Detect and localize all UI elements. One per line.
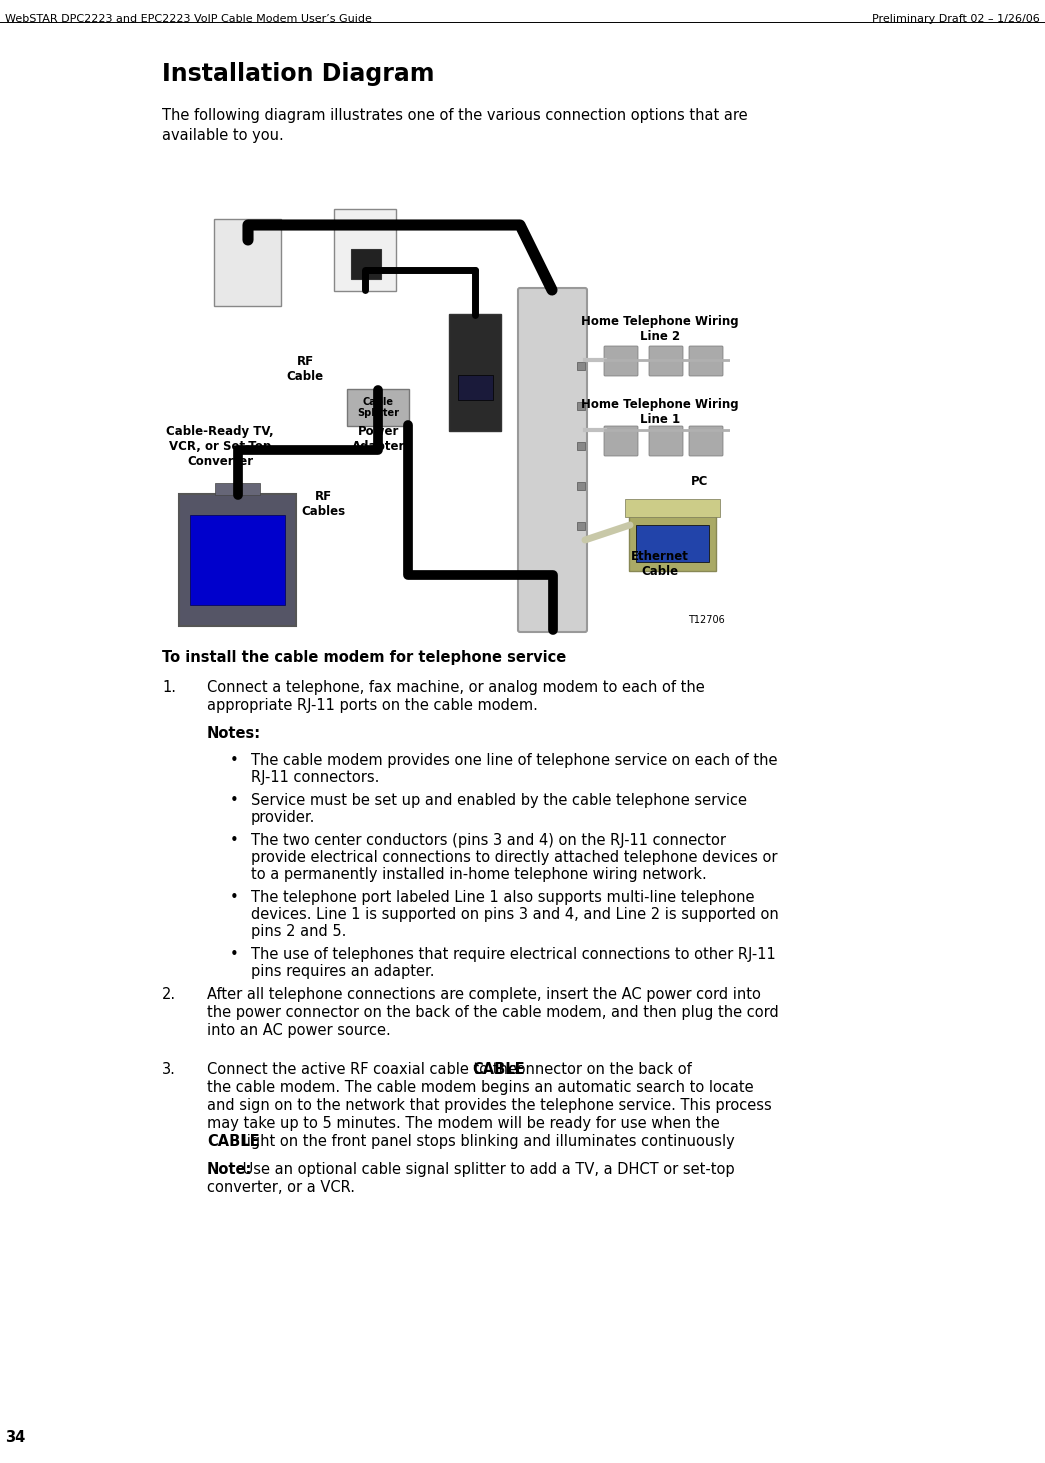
- FancyBboxPatch shape: [689, 347, 723, 376]
- Text: Connect a telephone, fax machine, or analog modem to each of the: Connect a telephone, fax machine, or ana…: [207, 680, 704, 695]
- Text: WebSTAR DPC2223 and EPC2223 VoIP Cable Modem User’s Guide: WebSTAR DPC2223 and EPC2223 VoIP Cable M…: [5, 15, 372, 23]
- FancyBboxPatch shape: [577, 522, 585, 530]
- Text: Service must be set up and enabled by the cable telephone service: Service must be set up and enabled by th…: [251, 793, 747, 808]
- FancyBboxPatch shape: [458, 375, 493, 399]
- Text: The two center conductors (pins 3 and 4) on the RJ-11 connector: The two center conductors (pins 3 and 4)…: [251, 832, 726, 849]
- Text: pins requires an adapter.: pins requires an adapter.: [251, 964, 435, 979]
- Text: Use an optional cable signal splitter to add a TV, a DHCT or set-top: Use an optional cable signal splitter to…: [238, 1162, 735, 1178]
- FancyBboxPatch shape: [577, 361, 585, 370]
- Text: Installation Diagram: Installation Diagram: [162, 61, 435, 86]
- Text: •: •: [230, 832, 238, 849]
- Text: converter, or a VCR.: converter, or a VCR.: [207, 1181, 355, 1195]
- FancyBboxPatch shape: [179, 494, 296, 626]
- Text: Connect the active RF coaxial cable to the: Connect the active RF coaxial cable to t…: [207, 1062, 521, 1077]
- Text: connector on the back of: connector on the back of: [504, 1062, 692, 1077]
- Text: RF
Cables: RF Cables: [301, 490, 345, 518]
- Text: RJ-11 connectors.: RJ-11 connectors.: [251, 770, 379, 786]
- Text: light on the front panel stops blinking and illuminates continuously: light on the front panel stops blinking …: [238, 1134, 735, 1148]
- Text: 2.: 2.: [162, 988, 177, 1002]
- Text: Notes:: Notes:: [207, 726, 261, 740]
- Text: After all telephone connections are complete, insert the AC power cord into: After all telephone connections are comp…: [207, 988, 761, 1002]
- Text: To install the cable modem for telephone service: To install the cable modem for telephone…: [162, 650, 566, 666]
- Text: The use of telephones that require electrical connections to other RJ-11: The use of telephones that require elect…: [251, 947, 775, 963]
- Text: Note:: Note:: [207, 1162, 253, 1178]
- Text: to a permanently installed in-home telephone wiring network.: to a permanently installed in-home telep…: [251, 868, 706, 882]
- FancyBboxPatch shape: [604, 426, 638, 456]
- Text: available to you.: available to you.: [162, 127, 284, 143]
- Text: The following diagram illustrates one of the various connection options that are: The following diagram illustrates one of…: [162, 108, 747, 123]
- Text: pins 2 and 5.: pins 2 and 5.: [251, 925, 346, 939]
- FancyBboxPatch shape: [214, 219, 281, 306]
- Text: CABLE: CABLE: [207, 1134, 259, 1148]
- Text: CABLE: CABLE: [472, 1062, 526, 1077]
- Text: The telephone port labeled Line 1 also supports multi-line telephone: The telephone port labeled Line 1 also s…: [251, 890, 754, 906]
- FancyBboxPatch shape: [649, 347, 683, 376]
- Text: Ethernet
Cable: Ethernet Cable: [631, 550, 689, 578]
- Text: Power
Adapter: Power Adapter: [352, 424, 405, 454]
- Text: the cable modem. The cable modem begins an automatic search to locate: the cable modem. The cable modem begins …: [207, 1080, 753, 1094]
- Text: appropriate RJ-11 ports on the cable modem.: appropriate RJ-11 ports on the cable mod…: [207, 698, 538, 712]
- Text: Cable
Splitter: Cable Splitter: [357, 396, 399, 418]
- FancyBboxPatch shape: [577, 442, 585, 451]
- Text: provider.: provider.: [251, 811, 316, 825]
- FancyBboxPatch shape: [604, 347, 638, 376]
- Text: provide electrical connections to directly attached telephone devices or: provide electrical connections to direct…: [251, 850, 777, 865]
- FancyBboxPatch shape: [636, 525, 709, 562]
- FancyBboxPatch shape: [518, 288, 587, 632]
- Text: into an AC power source.: into an AC power source.: [207, 1023, 391, 1039]
- FancyBboxPatch shape: [190, 515, 285, 606]
- Text: may take up to 5 minutes. The modem will be ready for use when the: may take up to 5 minutes. The modem will…: [207, 1116, 720, 1131]
- Text: •: •: [230, 753, 238, 768]
- FancyBboxPatch shape: [629, 511, 716, 571]
- Text: 3.: 3.: [162, 1062, 176, 1077]
- FancyBboxPatch shape: [347, 389, 409, 426]
- Text: •: •: [230, 793, 238, 808]
- Text: RF
Cable: RF Cable: [286, 356, 324, 383]
- Text: T12706: T12706: [689, 614, 725, 625]
- Text: Home Telephone Wiring
Line 1: Home Telephone Wiring Line 1: [581, 398, 739, 426]
- Text: PC: PC: [692, 475, 709, 489]
- FancyBboxPatch shape: [577, 481, 585, 490]
- Text: •: •: [230, 947, 238, 963]
- Text: 34: 34: [5, 1429, 25, 1445]
- Text: Home Telephone Wiring
Line 2: Home Telephone Wiring Line 2: [581, 315, 739, 342]
- FancyBboxPatch shape: [215, 483, 260, 494]
- Text: The cable modem provides one line of telephone service on each of the: The cable modem provides one line of tel…: [251, 753, 777, 768]
- Text: Cable-Ready TV,
VCR, or Set-Top
Converter: Cable-Ready TV, VCR, or Set-Top Converte…: [166, 424, 274, 468]
- Text: devices. Line 1 is supported on pins 3 and 4, and Line 2 is supported on: devices. Line 1 is supported on pins 3 a…: [251, 907, 779, 922]
- FancyBboxPatch shape: [334, 209, 396, 291]
- FancyBboxPatch shape: [449, 315, 501, 432]
- FancyBboxPatch shape: [625, 499, 720, 516]
- Text: Preliminary Draft 02 – 1/26/06: Preliminary Draft 02 – 1/26/06: [873, 15, 1040, 23]
- Text: the power connector on the back of the cable modem, and then plug the cord: the power connector on the back of the c…: [207, 1005, 779, 1020]
- FancyBboxPatch shape: [351, 249, 381, 279]
- Text: 1.: 1.: [162, 680, 176, 695]
- Text: and sign on to the network that provides the telephone service. This process: and sign on to the network that provides…: [207, 1099, 772, 1113]
- FancyBboxPatch shape: [649, 426, 683, 456]
- Text: •: •: [230, 890, 238, 906]
- FancyBboxPatch shape: [577, 402, 585, 410]
- FancyBboxPatch shape: [689, 426, 723, 456]
